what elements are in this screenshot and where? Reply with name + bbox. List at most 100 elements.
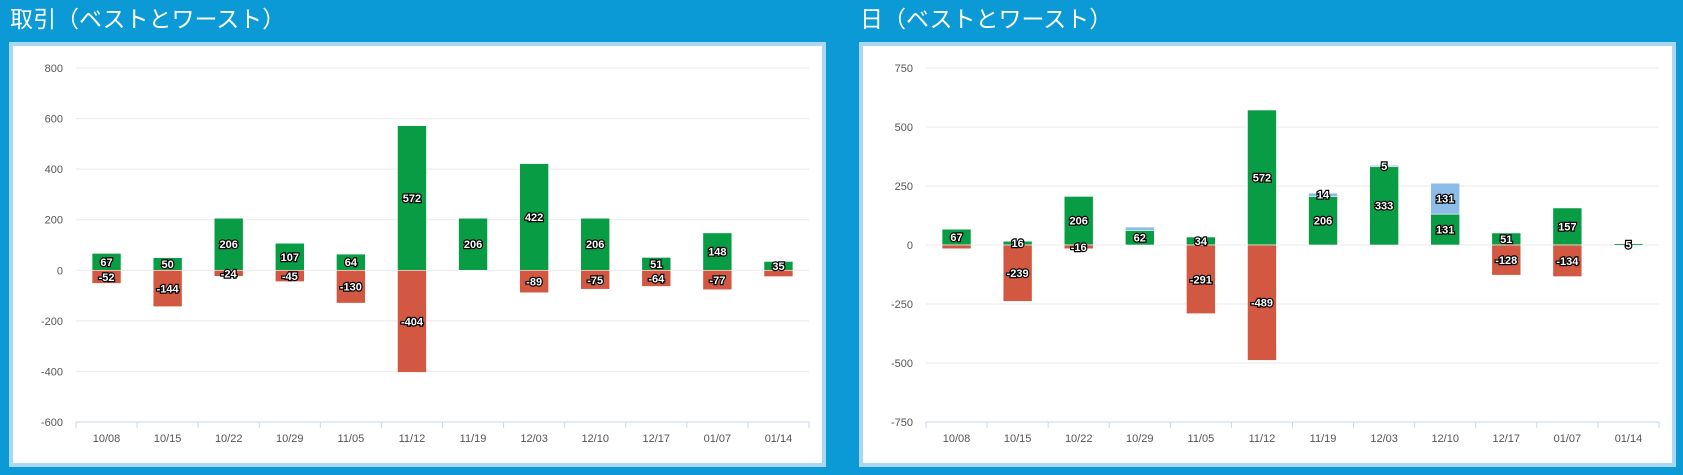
bar[interactable] — [1308, 192, 1338, 197]
x-tick-label: 01/07 — [704, 433, 732, 445]
data-label: 67 — [950, 232, 962, 244]
x-tick-label: 01/07 — [1554, 433, 1582, 445]
data-label: 572 — [1253, 173, 1271, 185]
bar[interactable] — [1491, 244, 1522, 276]
bar[interactable] — [1063, 196, 1094, 246]
bar[interactable] — [1063, 244, 1094, 250]
bar[interactable] — [580, 269, 611, 290]
bar[interactable] — [1247, 109, 1277, 246]
data-label: 51 — [650, 259, 662, 271]
bar[interactable] — [519, 269, 549, 294]
data-label: 206 — [464, 239, 482, 251]
data-label: 206 — [220, 239, 238, 251]
x-tick-label: 12/03 — [1370, 433, 1398, 445]
data-label: -77 — [709, 275, 725, 287]
data-label: 131 — [1436, 194, 1454, 206]
bar[interactable] — [274, 242, 305, 271]
x-tick-label: 11/12 — [399, 433, 426, 445]
data-label: 5 — [1625, 239, 1631, 251]
bar[interactable] — [702, 232, 733, 271]
bar[interactable] — [91, 269, 122, 284]
data-label: 572 — [403, 193, 421, 205]
data-label: 50 — [162, 259, 174, 271]
x-tick-label: 10/29 — [276, 433, 304, 445]
x-tick-label: 11/12 — [1249, 433, 1276, 445]
data-label: 67 — [100, 257, 112, 269]
bar[interactable] — [458, 217, 488, 271]
x-tick-label: 12/10 — [581, 433, 609, 445]
data-label: 14 — [1317, 190, 1330, 202]
y-tick-label: 750 — [895, 63, 913, 75]
data-label: -144 — [157, 283, 180, 295]
data-label: 206 — [1314, 216, 1332, 228]
bar[interactable] — [580, 217, 611, 271]
x-tick-label: 10/15 — [1004, 433, 1032, 445]
bar[interactable] — [763, 269, 794, 277]
y-tick-label: 0 — [57, 265, 63, 277]
y-tick-label: 200 — [45, 215, 63, 227]
bar[interactable] — [1613, 243, 1644, 246]
bar[interactable] — [397, 269, 427, 373]
left-chart-panel: 800 600 400 200 0 -200 -400 -600 10/08 10/15 10/22… — [9, 42, 826, 467]
bar[interactable] — [274, 269, 305, 282]
bar[interactable] — [1124, 226, 1155, 231]
y-tick-label: 600 — [45, 114, 63, 126]
data-label: 34 — [1195, 236, 1208, 248]
bar[interactable] — [1552, 244, 1583, 277]
y-tick-label: -750 — [891, 417, 913, 429]
bar[interactable] — [1002, 244, 1033, 302]
bar[interactable] — [1186, 244, 1216, 314]
bar[interactable] — [1369, 166, 1399, 246]
bar[interactable] — [702, 269, 733, 291]
bar[interactable] — [397, 125, 427, 271]
data-label: -89 — [526, 277, 542, 289]
data-label: -75 — [587, 275, 603, 287]
data-label: -52 — [99, 272, 115, 284]
data-label: 16 — [1012, 238, 1024, 250]
bar[interactable] — [1369, 164, 1399, 168]
data-label: 64 — [345, 257, 358, 269]
right-panel-title: 日（ベストとワースト） — [860, 6, 1113, 32]
bar[interactable] — [941, 244, 972, 250]
data-label: -64 — [648, 273, 665, 285]
bar[interactable] — [519, 163, 549, 271]
bar[interactable] — [336, 269, 366, 304]
x-tick-label: 10/08 — [943, 433, 971, 445]
x-tick-label: 12/03 — [520, 433, 548, 445]
x-tick-label: 12/17 — [1493, 433, 1521, 445]
data-label: 206 — [1070, 216, 1088, 228]
bar[interactable] — [1552, 207, 1583, 246]
y-tick-label: -200 — [41, 316, 63, 328]
data-label: 148 — [708, 247, 726, 259]
data-label: -45 — [282, 271, 298, 283]
y-tick-label: 250 — [895, 181, 913, 193]
x-tick-label: 10/29 — [1126, 433, 1154, 445]
bar[interactable] — [1247, 244, 1277, 361]
data-label: -24 — [221, 268, 238, 280]
data-label: 131 — [1436, 225, 1454, 237]
data-label: -404 — [401, 316, 424, 328]
data-label: -134 — [1556, 256, 1579, 268]
bar[interactable] — [213, 269, 244, 277]
x-tick-label: 11/05 — [338, 433, 365, 445]
left-bar-chart: 800 600 400 200 0 -200 -400 -600 10/08 10/15 10/22… — [41, 63, 810, 445]
x-tick-label: 11/05 — [1188, 433, 1215, 445]
right-chart-panel: 750 500 250 0 -250 -500 -750 10/08 10/15 10/22 10/… — [859, 42, 1676, 467]
bar[interactable] — [213, 217, 244, 271]
data-label: -130 — [340, 282, 362, 294]
x-tick-label: 10/15 — [154, 433, 182, 445]
bar[interactable] — [152, 269, 183, 307]
bar[interactable] — [1308, 196, 1338, 246]
data-label: 51 — [1500, 234, 1512, 246]
y-tick-label: -250 — [891, 299, 913, 311]
x-tick-label: 10/08 — [93, 433, 121, 445]
bar[interactable] — [1430, 182, 1461, 215]
data-label: -489 — [1251, 298, 1273, 310]
data-label: -128 — [1495, 255, 1517, 267]
x-tick-label: 11/19 — [460, 433, 487, 445]
data-label: -291 — [1190, 274, 1212, 286]
data-label: 107 — [281, 252, 299, 264]
x-tick-label: 10/22 — [215, 433, 243, 445]
data-label: -239 — [1007, 268, 1029, 280]
bar[interactable] — [641, 269, 672, 287]
